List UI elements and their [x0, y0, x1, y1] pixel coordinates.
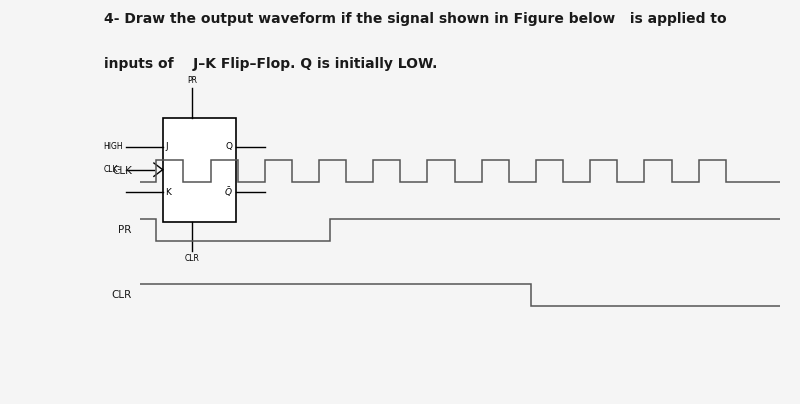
Text: CLR: CLR: [112, 290, 132, 299]
Text: PR: PR: [187, 76, 197, 85]
Text: CLK: CLK: [112, 166, 132, 176]
Bar: [162, 118, 236, 221]
Text: 4- Draw the output waveform if the signal shown in Figure below   is applied to: 4- Draw the output waveform if the signa…: [104, 12, 726, 26]
Text: J: J: [166, 142, 168, 152]
Text: Q: Q: [226, 142, 232, 152]
Text: K: K: [166, 188, 171, 197]
Text: inputs of    J–K Flip–Flop. Q is initially LOW.: inputs of J–K Flip–Flop. Q is initially …: [104, 57, 438, 71]
Text: CLK–: CLK–: [104, 165, 122, 174]
Text: HIGH: HIGH: [103, 142, 123, 152]
Text: PR: PR: [118, 225, 132, 235]
Text: $\bar{Q}$: $\bar{Q}$: [224, 185, 232, 200]
Text: CLR: CLR: [185, 254, 199, 263]
